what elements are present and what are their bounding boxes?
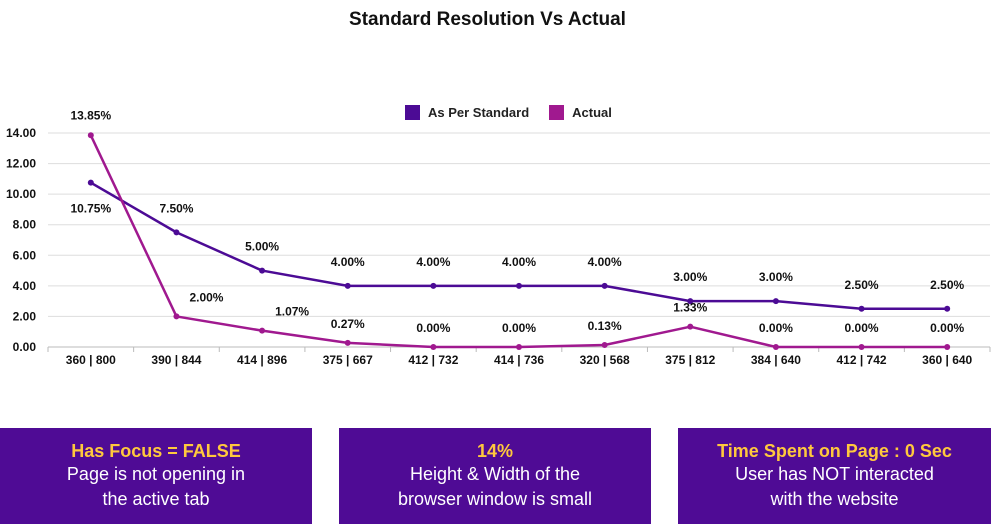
x-tick-label: 320 | 568 — [580, 353, 630, 367]
card-text-line: with the website — [770, 489, 899, 509]
x-tick-label: 390 | 844 — [151, 353, 201, 367]
line-chart: 0.00 2.00 4.00 6.00 8.00 10.00 12.00 14.00 360 |… — [6, 108, 991, 367]
x-tick-label: 414 | 896 — [237, 353, 287, 367]
data-label-standard: 4.00% — [416, 255, 450, 269]
data-label-standard: 2.50% — [845, 278, 879, 292]
chart-title: Standard Resolution Vs Actual — [349, 9, 626, 30]
data-label-standard: 10.75% — [70, 202, 111, 216]
data-point-standard — [944, 305, 951, 312]
legend-label-standard: As Per Standard — [428, 105, 530, 120]
y-tick-label: 2.00 — [13, 309, 37, 323]
data-label-actual: 1.33% — [673, 301, 707, 315]
data-label-standard: 3.00% — [673, 270, 707, 284]
legend-label-actual: Actual — [572, 105, 612, 120]
data-point-standard — [601, 282, 608, 289]
card-text-line: User has NOT interacted — [735, 464, 934, 484]
data-point-standard — [87, 179, 94, 186]
data-point-actual — [173, 313, 180, 320]
x-tick-label: 360 | 640 — [922, 353, 972, 367]
data-label-standard: 3.00% — [759, 270, 793, 284]
card-time-spent: Time Spent on Page : 0 Sec User has NOT … — [678, 428, 991, 524]
y-tick-label: 0.00 — [13, 340, 37, 354]
x-tick-label: 412 | 732 — [408, 353, 458, 367]
card-title: Time Spent on Page : 0 Sec — [717, 441, 952, 461]
data-point-standard — [259, 267, 266, 274]
y-tick-label: 10.00 — [6, 187, 36, 201]
summary-cards: Has Focus = FALSE Page is not opening in… — [0, 428, 991, 526]
data-point-standard — [687, 298, 694, 305]
data-point-actual — [944, 344, 951, 350]
x-tick-label: 375 | 812 — [665, 353, 715, 367]
y-tick-label: 12.00 — [6, 157, 36, 171]
chart-legend: As Per Standard Actual — [405, 105, 612, 120]
y-tick-label: 6.00 — [13, 248, 37, 262]
x-tick-label: 375 | 667 — [323, 353, 373, 367]
data-label-actual: 0.13% — [588, 319, 622, 333]
data-point-standard — [858, 305, 865, 312]
data-point-actual — [687, 323, 694, 330]
legend-item-actual: Actual — [549, 105, 612, 120]
card-title: 14% — [476, 441, 514, 461]
data-label-standard: 5.00% — [245, 240, 279, 254]
y-tick-label: 14.00 — [6, 126, 36, 140]
data-label-actual: 0.00% — [930, 321, 964, 335]
data-point-standard — [173, 229, 180, 236]
data-label-actual: 0.00% — [416, 321, 450, 335]
y-tick-label: 8.00 — [13, 218, 37, 232]
data-label-standard: 4.00% — [331, 255, 365, 269]
card-text-line: the active tab — [102, 489, 210, 509]
data-point-actual — [87, 132, 94, 139]
card-text-line: Height & Width of the — [409, 464, 581, 484]
data-label-standard: 4.00% — [588, 255, 622, 269]
data-label-actual: 0.00% — [845, 321, 879, 335]
x-tick-label: 412 | 742 — [837, 353, 887, 367]
data-label-actual: 0.27% — [331, 317, 365, 331]
data-point-actual — [430, 344, 437, 350]
y-tick-label: 4.00 — [13, 279, 37, 293]
data-point-actual — [772, 344, 779, 350]
data-label-standard: 2.50% — [930, 278, 964, 292]
data-label-actual: 13.85% — [70, 108, 111, 122]
data-point-standard — [430, 282, 437, 289]
data-label-standard: 7.50% — [159, 201, 193, 215]
data-point-standard — [516, 282, 522, 289]
legend-swatch-actual — [549, 105, 565, 120]
card-title: Has Focus = FALSE — [71, 441, 241, 461]
data-label-actual: 1.07% — [275, 305, 309, 319]
data-point-actual — [259, 327, 266, 334]
data-point-standard — [344, 282, 351, 289]
x-tick-label: 414 | 736 — [494, 353, 544, 367]
data-point-actual — [858, 344, 865, 350]
x-tick-label: 360 | 800 — [66, 353, 116, 367]
data-point-actual — [516, 344, 522, 350]
legend-swatch-standard — [405, 105, 420, 120]
data-label-actual: 0.00% — [759, 321, 793, 335]
data-point-standard — [772, 298, 779, 305]
series-line-actual — [89, 134, 948, 349]
x-tick-label: 384 | 640 — [751, 353, 801, 367]
legend-item-standard: As Per Standard — [405, 105, 529, 120]
data-point-actual — [601, 342, 608, 349]
card-text-line: browser window is small — [397, 489, 593, 509]
data-label-actual: 0.00% — [502, 321, 536, 335]
card-text-line: Page is not opening in — [66, 464, 246, 484]
card-window-size: 14% Height & Width of the browser window… — [339, 428, 651, 524]
data-label-actual: 2.00% — [189, 290, 223, 304]
data-label-standard: 4.00% — [502, 255, 536, 269]
card-has-focus: Has Focus = FALSE Page is not opening in… — [0, 428, 312, 524]
data-point-actual — [344, 339, 351, 346]
